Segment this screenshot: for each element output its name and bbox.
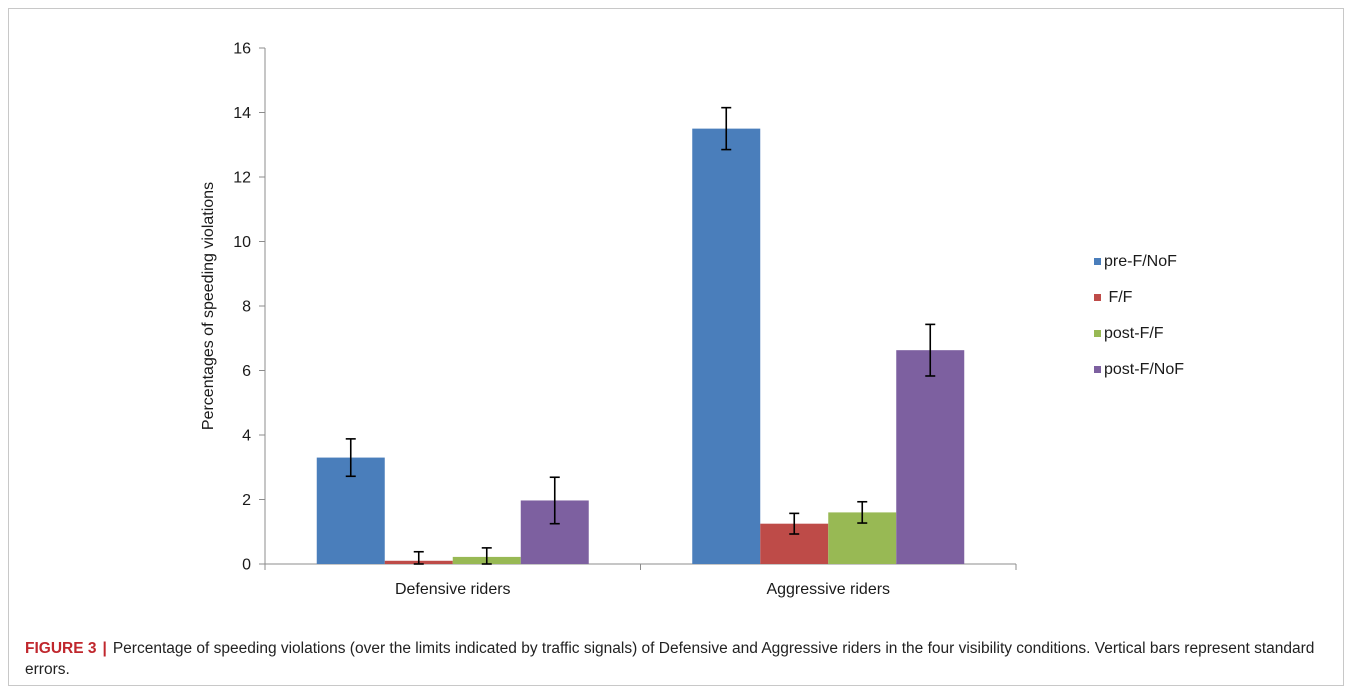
caption-text: Percentage of speeding violations (over …	[25, 640, 1315, 678]
caption-label: FIGURE 3	[25, 640, 97, 657]
legend-swatch	[1094, 258, 1101, 265]
y-tick-label: 4	[242, 428, 251, 445]
bar	[692, 128, 761, 564]
caption-separator: |	[102, 640, 107, 657]
y-tick-label: 2	[242, 492, 251, 509]
legend-swatch	[1094, 294, 1101, 301]
legend-swatch	[1094, 366, 1101, 373]
legend-label: post-F/NoF	[1104, 361, 1184, 378]
y-tick-label: 14	[233, 105, 251, 122]
y-tick-label: 10	[233, 234, 251, 251]
legend: pre-F/NoF F/F post-F/F post-F/NoF	[1094, 253, 1184, 378]
y-tick-label: 12	[233, 170, 251, 187]
x-tick-label: Aggressive riders	[766, 581, 890, 598]
bar	[896, 350, 965, 564]
y-tick-label: 8	[242, 299, 251, 316]
bar-chart: 0 2 4 6 8 10 12 14 16 Defensive riders Aggressive …	[9, 9, 1343, 629]
chart-svg: 0 2 4 6 8 10 12 14 16 Defensive riders Aggressive …	[200, 41, 1184, 599]
figure-caption: FIGURE 3 | Percentage of speeding violatio…	[25, 638, 1325, 680]
y-tick-label: 0	[242, 557, 251, 574]
y-axis-title: Percentages of speeding violations	[200, 182, 217, 430]
figure-frame: 0 2 4 6 8 10 12 14 16 Defensive riders Aggressive …	[8, 8, 1344, 686]
error-bars	[345, 106, 936, 565]
legend-swatch	[1094, 330, 1101, 337]
y-tick-label: 6	[242, 363, 251, 380]
x-tick-label: Defensive riders	[395, 581, 511, 598]
bars	[316, 128, 965, 564]
axes: 0 2 4 6 8 10 12 14 16 Defensive riders Aggressive …	[200, 41, 1017, 598]
legend-label: post-F/F	[1104, 325, 1164, 342]
y-tick-label: 16	[233, 41, 251, 58]
legend-label: F/F	[1104, 289, 1133, 306]
legend-label: pre-F/NoF	[1104, 253, 1177, 270]
